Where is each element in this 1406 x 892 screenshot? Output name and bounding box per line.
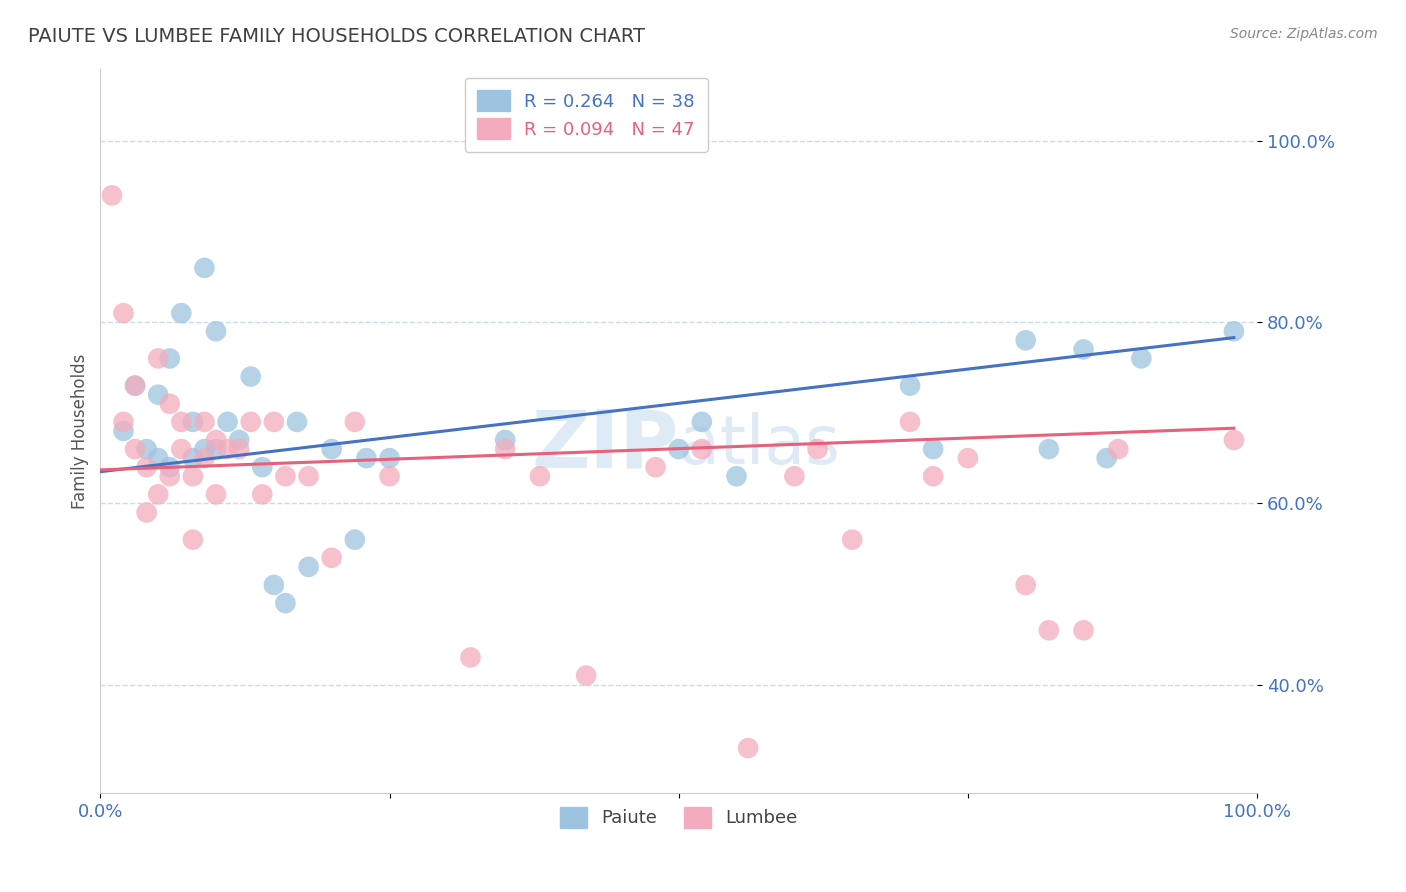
Point — [460, 650, 482, 665]
Point — [529, 469, 551, 483]
Point — [181, 533, 204, 547]
Text: atlas: atlas — [679, 412, 839, 478]
Point — [644, 460, 666, 475]
Point — [1130, 351, 1153, 366]
Point — [228, 433, 250, 447]
Point — [321, 442, 343, 456]
Point — [205, 324, 228, 338]
Point — [159, 460, 181, 475]
Point — [922, 469, 945, 483]
Point — [575, 668, 598, 682]
Point — [170, 442, 193, 456]
Point — [783, 469, 806, 483]
Point — [228, 442, 250, 456]
Point — [494, 433, 516, 447]
Point — [148, 351, 170, 366]
Point — [263, 578, 285, 592]
Point — [274, 469, 297, 483]
Text: ZIP: ZIP — [531, 407, 679, 484]
Point — [181, 451, 204, 466]
Point — [1015, 578, 1038, 592]
Point — [205, 487, 228, 501]
Point — [252, 487, 274, 501]
Point — [193, 442, 215, 456]
Point — [170, 306, 193, 320]
Point — [378, 469, 401, 483]
Point — [725, 469, 748, 483]
Point — [898, 378, 921, 392]
Point — [124, 442, 146, 456]
Point — [124, 378, 146, 392]
Point — [239, 369, 262, 384]
Point — [252, 460, 274, 475]
Point — [297, 469, 319, 483]
Point — [922, 442, 945, 456]
Point — [378, 451, 401, 466]
Point — [274, 596, 297, 610]
Point — [1015, 334, 1038, 348]
Point — [297, 559, 319, 574]
Point — [263, 415, 285, 429]
Point — [193, 415, 215, 429]
Point — [135, 442, 157, 456]
Point — [159, 397, 181, 411]
Point — [343, 533, 366, 547]
Point — [112, 415, 135, 429]
Point — [1107, 442, 1129, 456]
Point — [1073, 343, 1095, 357]
Point — [1038, 442, 1060, 456]
Point — [135, 506, 157, 520]
Point — [321, 550, 343, 565]
Point — [148, 487, 170, 501]
Point — [1223, 324, 1246, 338]
Point — [170, 415, 193, 429]
Point — [217, 442, 239, 456]
Point — [112, 424, 135, 438]
Point — [148, 451, 170, 466]
Point — [193, 260, 215, 275]
Point — [1038, 624, 1060, 638]
Point — [135, 460, 157, 475]
Point — [285, 415, 308, 429]
Point — [956, 451, 979, 466]
Point — [159, 469, 181, 483]
Point — [841, 533, 863, 547]
Point — [193, 451, 215, 466]
Point — [148, 387, 170, 401]
Text: PAIUTE VS LUMBEE FAMILY HOUSEHOLDS CORRELATION CHART: PAIUTE VS LUMBEE FAMILY HOUSEHOLDS CORRE… — [28, 27, 645, 45]
Point — [205, 433, 228, 447]
Point — [737, 741, 759, 756]
Point — [205, 442, 228, 456]
Point — [159, 351, 181, 366]
Point — [1095, 451, 1118, 466]
Point — [1073, 624, 1095, 638]
Text: Source: ZipAtlas.com: Source: ZipAtlas.com — [1230, 27, 1378, 41]
Legend: Paiute, Lumbee: Paiute, Lumbee — [553, 800, 806, 835]
Point — [356, 451, 378, 466]
Point — [181, 415, 204, 429]
Point — [690, 415, 713, 429]
Point — [239, 415, 262, 429]
Point — [101, 188, 124, 202]
Point — [112, 306, 135, 320]
Point — [181, 469, 204, 483]
Point — [668, 442, 690, 456]
Point — [217, 415, 239, 429]
Point — [806, 442, 828, 456]
Y-axis label: Family Households: Family Households — [72, 353, 89, 508]
Point — [343, 415, 366, 429]
Point — [1223, 433, 1246, 447]
Point — [898, 415, 921, 429]
Point — [124, 378, 146, 392]
Point — [494, 442, 516, 456]
Point — [690, 442, 713, 456]
